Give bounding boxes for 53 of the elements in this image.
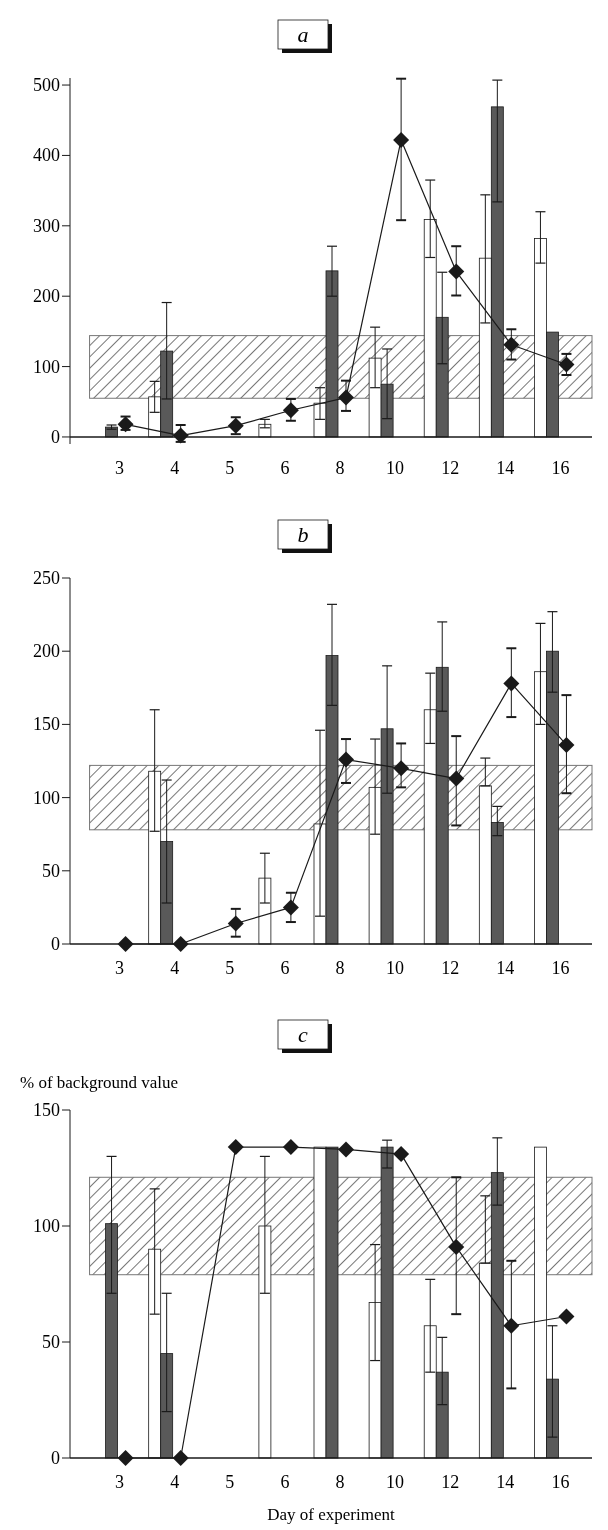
y-tick-label: 100 [33,356,60,377]
x-tick-label: 16 [551,458,570,478]
x-tick-label: 12 [441,1472,460,1492]
x-tick-label: 10 [386,1472,405,1492]
x-tick-label: 6 [280,458,290,478]
x-tick-label: 3 [115,458,125,478]
chart-title: c [298,1022,309,1047]
point [227,1139,244,1156]
y-tick-label: 150 [33,714,60,735]
x-tick-label: 6 [280,958,290,978]
x-tick-label: 14 [496,458,515,478]
y-tick-label: 100 [33,1216,60,1236]
point [558,1308,575,1325]
x-tick-label: 4 [170,958,180,978]
y-tick-label: 200 [33,641,60,662]
x-axis-title: Day of experiment [267,1505,395,1524]
point [338,1141,354,1158]
x-tick-label: 3 [115,958,125,978]
x-tick-label: 6 [280,1472,290,1492]
y-tick-label: 0 [51,426,60,447]
x-tick-label: 16 [551,1472,570,1492]
x-tick-label: 3 [115,1472,125,1492]
x-tick-label: 14 [496,958,515,978]
x-tick-label: 10 [386,958,405,978]
x-tick-label: 5 [225,458,235,478]
chart-title: b [297,522,309,547]
x-tick-label: 12 [441,958,460,978]
x-tick-label: 5 [225,1472,235,1492]
y-tick-label: 200 [33,286,60,307]
y-tick-label: 0 [51,934,60,954]
y-tick-label: 50 [42,860,60,881]
y-tick-label: 300 [33,215,60,236]
x-tick-label: 8 [335,1472,345,1492]
x-tick-label: 16 [551,958,570,978]
x-tick-label: 14 [496,1472,515,1492]
x-tick-label: 10 [386,458,405,478]
y-tick-label: 150 [33,1100,60,1120]
y-tick-label: 400 [33,145,60,166]
y-axis-title: % of background value [20,1073,179,1092]
x-tick-label: 12 [441,458,460,478]
chart-title: a [297,22,309,47]
x-tick-label: 4 [170,1472,180,1492]
y-tick-label: 500 [33,75,60,96]
y-tick-label: 0 [51,1448,60,1468]
x-tick-label: 8 [335,958,345,978]
x-tick-label: 4 [170,458,180,478]
y-tick-label: 100 [33,787,60,808]
point [393,1146,410,1163]
point [282,1139,299,1156]
y-tick-label: 50 [42,1332,60,1352]
x-tick-label: 8 [335,458,345,478]
y-tick-label: 250 [33,568,60,588]
x-tick-label: 5 [225,958,235,978]
